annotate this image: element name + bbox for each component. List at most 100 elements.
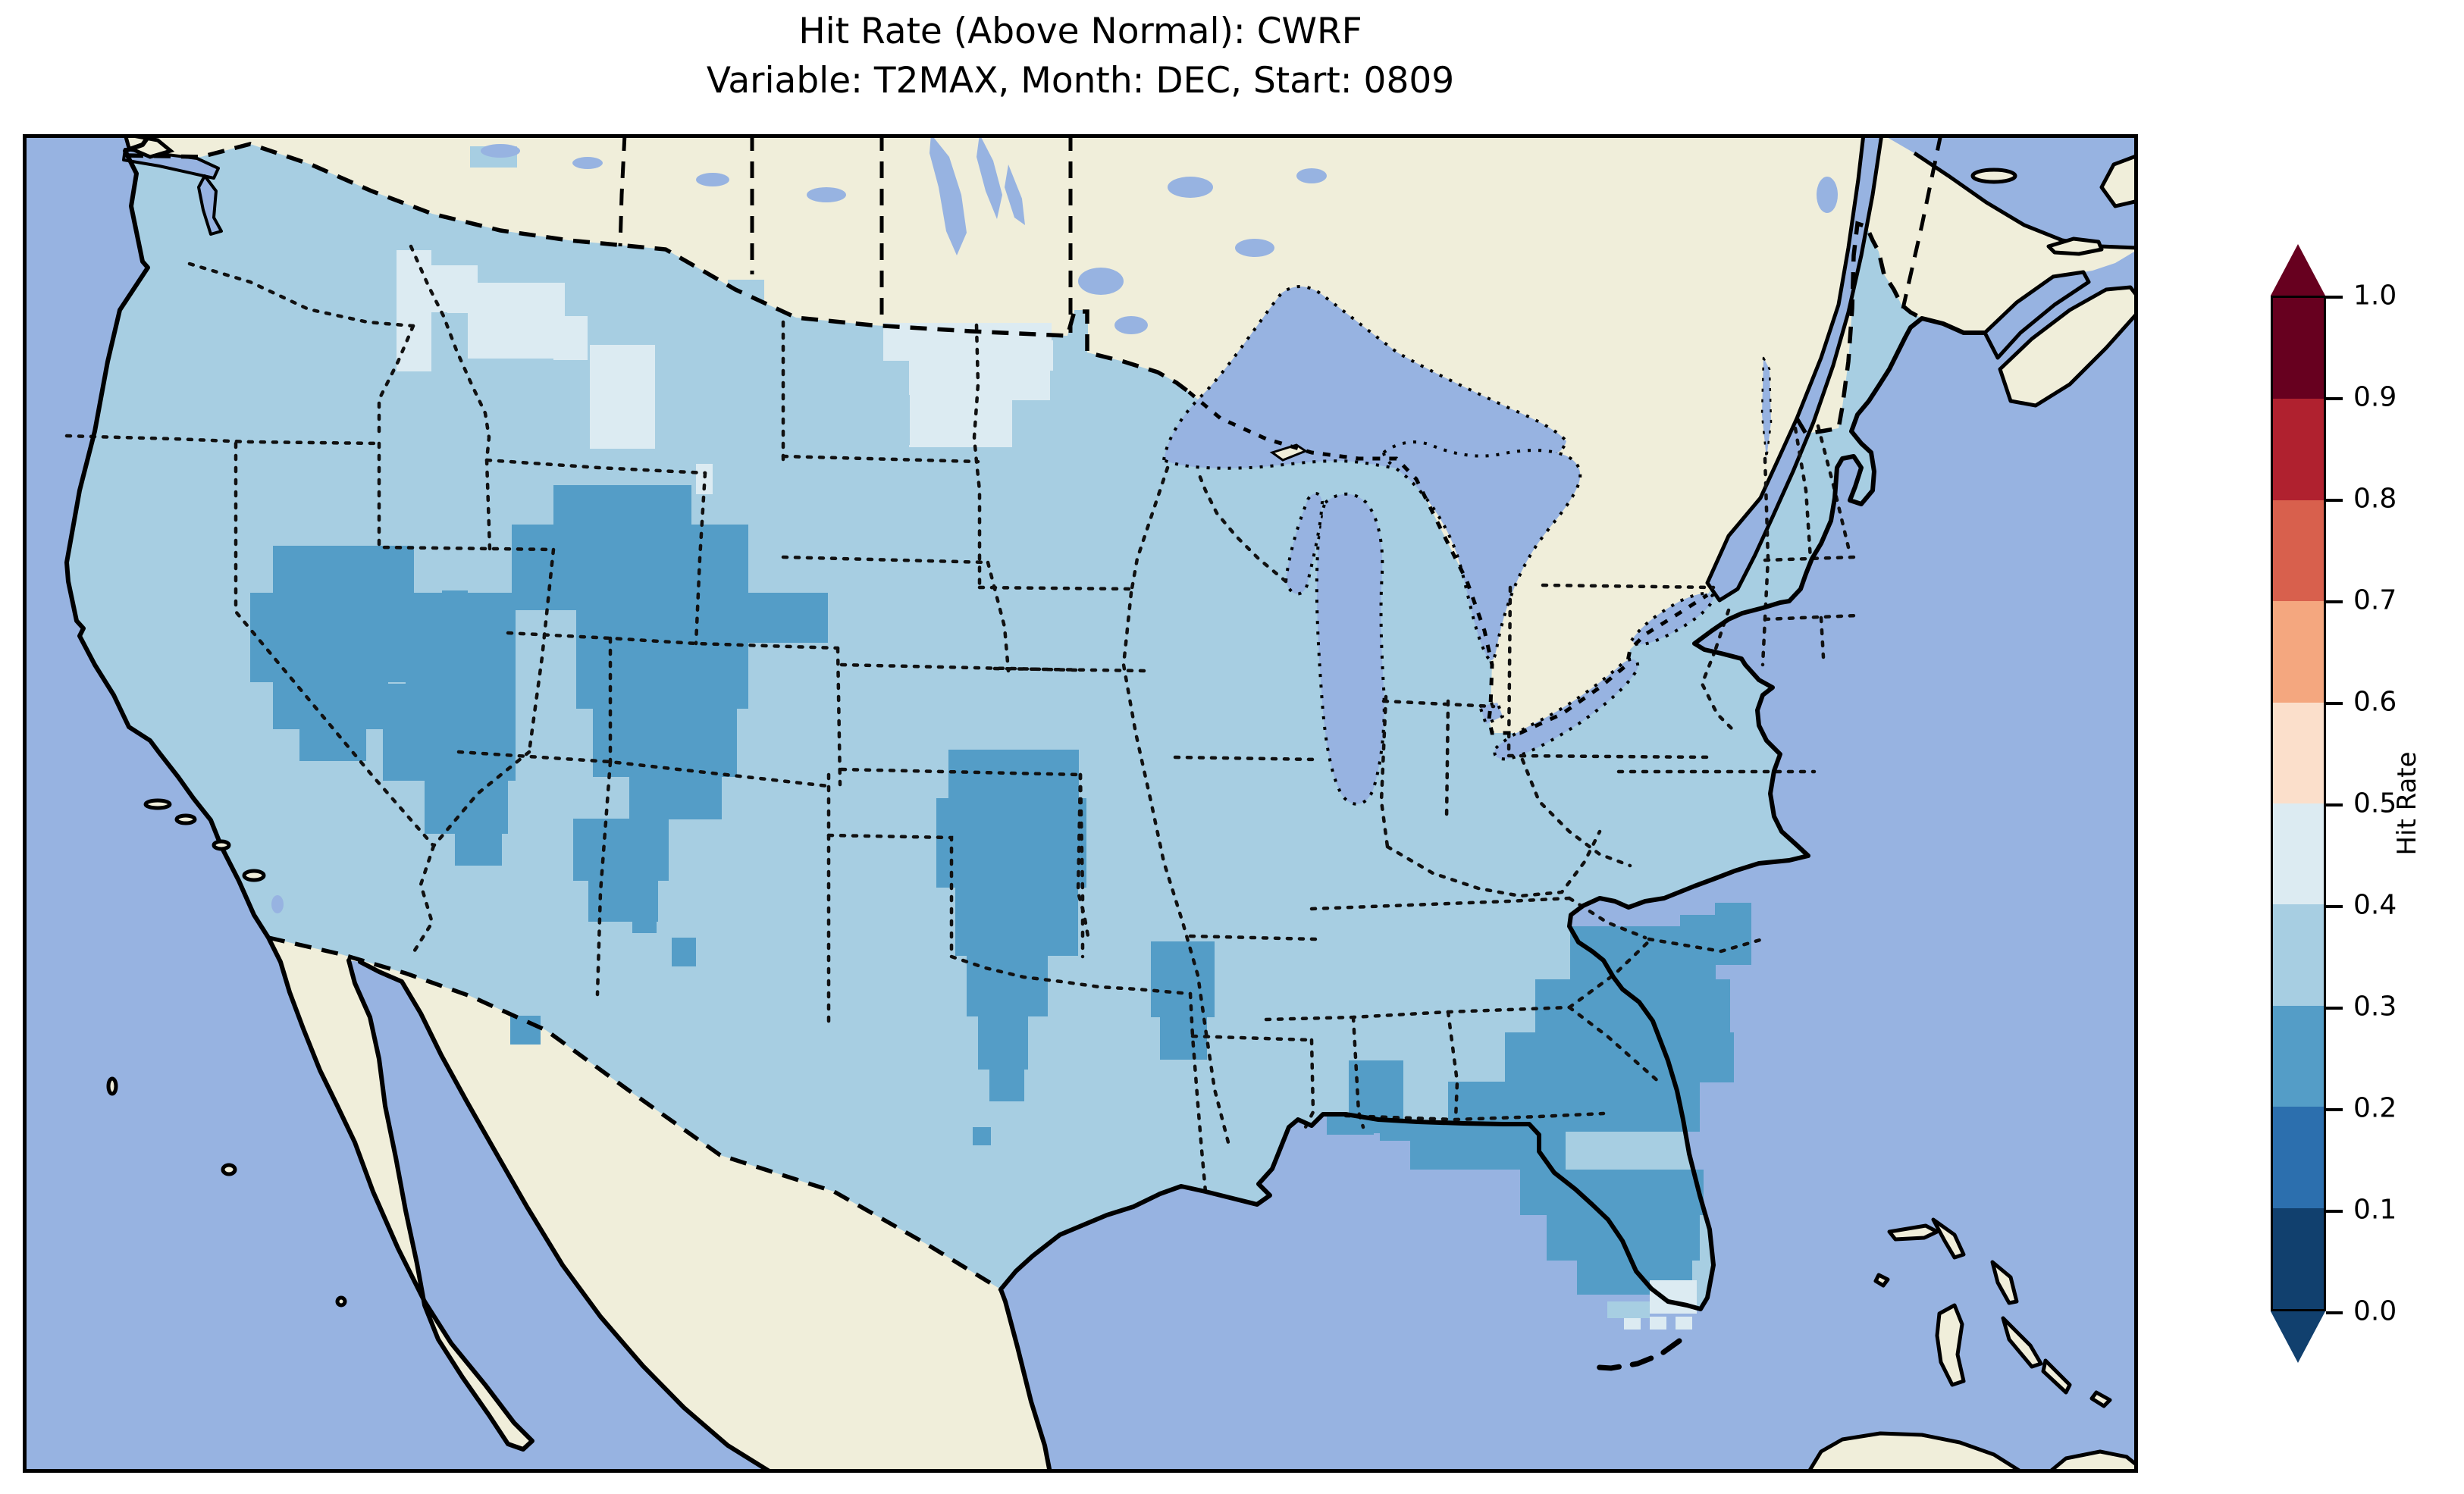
newfoundland-corner — [2099, 153, 2138, 208]
small-islands — [106, 798, 2138, 1473]
colorbar-tickmark — [2326, 702, 2343, 705]
cuba — [1806, 1431, 2025, 1473]
hit-rate-cell — [967, 956, 1048, 1016]
colorbar-tickmark — [2326, 1007, 2343, 1010]
hit-rate-cell — [1607, 1301, 1650, 1318]
hit-rate-cell — [1520, 1170, 1704, 1215]
us-canada-border-lakes — [1187, 390, 1709, 735]
colorbar-tickmark — [2326, 803, 2343, 807]
figure-title-line2: Variable: T2MAX, Month: DEC, Start: 0809 — [706, 59, 1455, 102]
gulf-of-st-lawrence — [1882, 134, 2138, 248]
hit-rate-cell — [1535, 979, 1730, 1032]
colorbar-segment-0.6-0.7 — [2273, 601, 2324, 703]
colorbar-segment-0.0-0.1 — [2273, 1207, 2324, 1309]
map-canvas — [23, 134, 2138, 1473]
hit-rate-cell — [1074, 310, 1088, 349]
hit-rate-cell — [989, 1070, 1024, 1101]
colorbar-segment-0.3-0.4 — [2273, 904, 2324, 1006]
colorbar-tickmark — [2326, 1311, 2343, 1314]
colorbar-segment-0.9-1.0 — [2273, 298, 2324, 399]
colorbar-ticklabel: 0.0 — [2353, 1295, 2397, 1327]
hit-rate-cell — [632, 906, 657, 933]
colorbar-up-arrow-icon — [2271, 244, 2325, 296]
anticosti-island — [1970, 168, 2017, 184]
hit-rate-cell — [672, 938, 696, 966]
colorbar-segment-0.2-0.3 — [2273, 1005, 2324, 1107]
hit-rate-cell — [442, 590, 468, 625]
map-panel — [23, 134, 2138, 1473]
colorbar-segment-0.7-0.8 — [2273, 500, 2324, 602]
colorbar-ticklabel: 0.8 — [2353, 483, 2397, 515]
colorbar-ticklabel: 0.9 — [2353, 381, 2397, 413]
lake-huron — [1382, 440, 1582, 662]
hit-rate-cell — [1547, 1215, 1700, 1261]
hit-rate-cell — [1650, 1317, 1666, 1330]
hit-rate-cell — [273, 546, 414, 593]
colorbar-tickmark — [2326, 296, 2343, 299]
figure-title: Hit Rate (Above Normal): CWRF Variable: … — [0, 8, 2161, 106]
hit-rate-cell — [510, 1016, 541, 1045]
hit-rate-cell — [1505, 1032, 1734, 1082]
st-lawrence-water — [1705, 134, 2138, 603]
bay-of-fundy — [1983, 270, 2091, 360]
hit-rate-cell — [250, 593, 413, 682]
colorbar-ticklabel: 0.1 — [2353, 1194, 2397, 1226]
hit-rate-cell — [553, 1012, 572, 1029]
country-borders — [126, 134, 1943, 1292]
nova-scotia — [1998, 285, 2138, 408]
lake-superior — [1162, 284, 1568, 473]
lake-champlain — [1760, 356, 1773, 460]
hit-rate-cell — [1160, 1017, 1207, 1060]
colorbar-body — [2271, 296, 2326, 1311]
hit-rate-cell — [553, 316, 588, 360]
colorbar-segment-0.8-0.9 — [2273, 399, 2324, 500]
map-frame — [23, 134, 2138, 1473]
hit-rate-cell — [747, 593, 828, 643]
florida-keys — [1585, 1338, 1682, 1371]
hit-rate-cell — [978, 1016, 1028, 1070]
colorbar-tickmark — [2326, 499, 2343, 502]
colorbar-axis-label: Hit Rate — [2392, 751, 2422, 856]
colorbar-ticklabel: 0.3 — [2353, 991, 2397, 1023]
hit-rate-cell — [696, 464, 713, 494]
hit-rate-cell — [576, 610, 748, 709]
hit-rate-patches-base-overrides — [470, 146, 1650, 1318]
hit-rate-cell — [1676, 1317, 1692, 1330]
lake-winnipeg — [929, 134, 967, 255]
province-borders — [618, 134, 627, 247]
hit-rate-cell — [468, 283, 565, 359]
colorbar-ticklabel: 0.2 — [2353, 1092, 2397, 1124]
lake-michigan — [1315, 492, 1386, 806]
vancouver-island — [123, 134, 175, 159]
colorbar-segment-0.5-0.6 — [2273, 702, 2324, 803]
colorbar-segment-0.4-0.5 — [2273, 803, 2324, 905]
hit-rate-cell — [573, 819, 669, 881]
hit-rate-cell — [590, 345, 655, 449]
hit-rate-cell — [512, 525, 748, 610]
colorbar-ticks: 1.0 0.9 0.8 0.7 0.6 0.5 0.4 0.3 0.2 0.1 0.0 — [2326, 280, 2464, 1327]
hit-rate-cell — [973, 1127, 991, 1145]
hit-rate-cell — [1624, 1317, 1641, 1330]
hit-rate-cell — [383, 684, 516, 781]
hit-rate-cell — [955, 888, 1078, 956]
coastlines — [64, 134, 1987, 1473]
salton-sea — [271, 895, 284, 913]
colorbar-tickmark — [2326, 600, 2343, 603]
maritime-islands — [1970, 153, 2138, 408]
colorbar-ticklabel: 1.0 — [2353, 280, 2397, 312]
hit-rate-cell — [553, 485, 691, 525]
hit-rate-cell — [273, 682, 388, 729]
channel-islands — [143, 798, 172, 810]
us-canada-border — [126, 142, 1190, 394]
prince-edward-island — [2046, 236, 2104, 256]
colorbar-ticklabel: 0.5 — [2353, 788, 2397, 819]
figure-title-line1: Hit Rate (Above Normal): CWRF — [798, 11, 1362, 52]
colorbar-ticklabel: 0.7 — [2353, 584, 2397, 616]
hit-rate-cell — [1017, 340, 1053, 371]
colorbar-down-arrow-icon — [2271, 1311, 2325, 1363]
green-bay — [1284, 492, 1324, 596]
lake-of-the-woods — [1078, 268, 1124, 295]
hit-rate-cell — [1650, 1280, 1697, 1314]
hit-rate-patches-light — [397, 250, 1697, 1330]
hit-rate-cell — [936, 798, 1086, 888]
